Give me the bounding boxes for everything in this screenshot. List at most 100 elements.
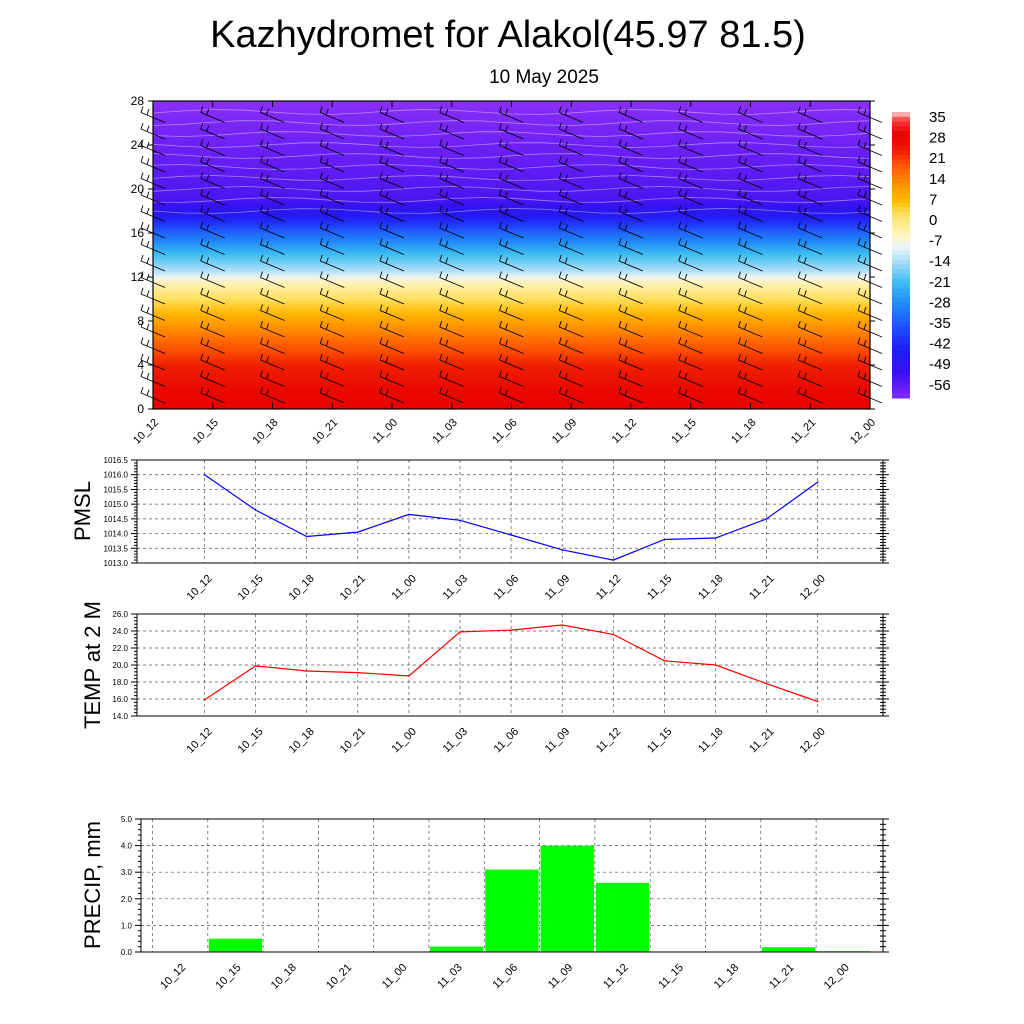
wind-barb xyxy=(618,287,644,305)
wind-barb xyxy=(439,320,464,338)
colorbar-swatch xyxy=(892,288,910,294)
colorbar-swatch xyxy=(892,240,910,246)
precip-bar xyxy=(540,845,594,952)
wind-barb xyxy=(738,221,763,239)
wind-barb xyxy=(797,188,823,206)
wind-barb xyxy=(678,122,703,140)
temp-2m-point xyxy=(408,675,410,677)
wind-barb xyxy=(618,221,644,239)
wind-barb xyxy=(797,320,823,338)
wind-barb xyxy=(260,320,285,338)
wind-barb xyxy=(738,155,763,173)
colorbar-swatch xyxy=(892,316,910,323)
wind-barbs xyxy=(140,106,883,404)
colorbar-swatch xyxy=(892,307,910,313)
wind-barb xyxy=(379,254,405,272)
wind-barb xyxy=(439,155,464,173)
wind-barb xyxy=(738,320,763,338)
wind-barb xyxy=(200,155,225,173)
colorbar-swatch xyxy=(892,364,910,370)
pmsl-point xyxy=(357,531,359,533)
wind-barb xyxy=(738,271,763,288)
y-tick-label: 5.0 xyxy=(121,815,133,824)
wind-barb xyxy=(738,386,763,404)
wind-barb xyxy=(319,370,345,387)
colorbar-swatch xyxy=(892,173,910,180)
wind-barb xyxy=(618,188,644,206)
wind-barb xyxy=(738,106,763,123)
wind-barb xyxy=(797,238,823,255)
wind-barb xyxy=(319,172,345,189)
wind-barb xyxy=(200,370,225,387)
colorbar-swatch xyxy=(892,193,910,199)
colorbar-label: 14 xyxy=(929,171,946,188)
y-tick-label: 4.0 xyxy=(121,842,133,851)
x-tick-label: 11_06 xyxy=(492,573,522,603)
wind-barb xyxy=(499,238,524,255)
wind-barb xyxy=(618,155,644,173)
temp-2m-point xyxy=(714,664,717,666)
wind-barb xyxy=(200,122,225,140)
wind-barb xyxy=(558,106,584,123)
wind-barb xyxy=(260,254,285,272)
isotherm-line xyxy=(152,186,871,192)
wind-barb xyxy=(379,106,405,123)
y-tick-label: 2.0 xyxy=(121,895,133,904)
wind-barb xyxy=(319,287,345,305)
wind-barb xyxy=(379,386,405,404)
wind-barb xyxy=(379,122,405,140)
wind-barb xyxy=(260,386,285,404)
x-tick-label: 11_18 xyxy=(696,726,726,756)
wind-barb xyxy=(379,370,405,387)
x-tick-label: 11_15 xyxy=(645,726,675,756)
panel-frame xyxy=(136,459,884,564)
wind-barb xyxy=(797,271,823,288)
temp-2m-point xyxy=(357,671,359,674)
wind-barb xyxy=(797,337,823,354)
wind-barb xyxy=(738,254,763,272)
x-tick-label: 11_09 xyxy=(543,726,573,756)
colorbar-swatch xyxy=(892,302,910,308)
wind-barb xyxy=(678,205,703,222)
wind-barb xyxy=(439,205,464,222)
colorbar-swatch xyxy=(892,355,910,361)
wind-barb xyxy=(678,254,703,272)
wind-barb xyxy=(379,238,405,255)
wind-barb xyxy=(797,172,823,189)
wind-barb xyxy=(797,221,823,239)
wind-barb xyxy=(797,304,823,321)
isotherm-line xyxy=(152,109,871,115)
y-tick-label: 1015.0 xyxy=(104,500,129,509)
precip-bar xyxy=(485,869,539,952)
pmsl-point xyxy=(663,538,666,541)
temp-2m-point xyxy=(765,682,768,685)
wind-barb xyxy=(379,287,405,305)
wind-barb xyxy=(738,172,763,189)
y-tick-label: 22.0 xyxy=(112,644,128,653)
colorbar-swatch xyxy=(892,178,910,184)
wind-barb xyxy=(558,139,584,156)
wind-barb xyxy=(499,287,524,305)
wind-barb xyxy=(738,238,763,255)
wind-barb xyxy=(618,139,644,156)
isotherm-line xyxy=(152,142,871,148)
precip-panel: 0.0 1.0 2.0 3.0 4.0 5.0 10_12 10_15 10_18 10_21 11… xyxy=(80,815,889,992)
wind-barb xyxy=(260,221,285,239)
wind-barb xyxy=(200,271,225,288)
precip-bar xyxy=(595,882,650,952)
wind-barb xyxy=(439,254,464,272)
y-tick-label: 0.0 xyxy=(121,948,133,957)
wind-barb xyxy=(558,337,584,354)
x-tick-label: 12_00 xyxy=(798,726,828,756)
precip-bar xyxy=(430,946,484,952)
wind-barb xyxy=(738,139,763,156)
wind-barb xyxy=(439,122,464,140)
colorbar-swatch xyxy=(892,369,910,375)
wind-barb xyxy=(558,386,584,404)
wind-barb xyxy=(797,287,823,305)
x-tick-label: 12_00 xyxy=(798,573,828,603)
x-tick-label: 11_15 xyxy=(669,417,699,447)
x-tick-label: 11_12 xyxy=(594,726,624,756)
wind-barb xyxy=(379,155,405,173)
grid-lines xyxy=(137,613,883,717)
